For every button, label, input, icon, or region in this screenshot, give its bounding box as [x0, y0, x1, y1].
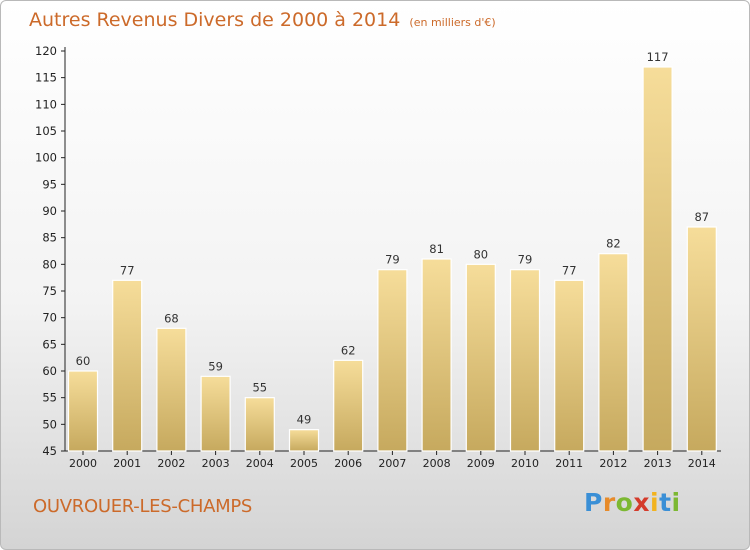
city-name: OUVROUER-LES-CHAMPS	[33, 496, 253, 517]
logo-letter: t	[659, 488, 672, 517]
y-tick-label: 45	[42, 444, 57, 458]
bar	[686, 226, 717, 452]
x-tick-label: 2007	[378, 457, 406, 470]
y-tick-label: 105	[35, 124, 57, 138]
y-tick-label: 90	[42, 204, 57, 218]
y-tick-label: 120	[35, 44, 57, 58]
bar	[642, 66, 673, 452]
logo-letter: i	[650, 488, 660, 517]
data-label: 62	[341, 343, 356, 357]
y-tick-label: 50	[42, 417, 57, 431]
proxiti-logo[interactable]: Proxiti	[584, 488, 681, 517]
y-tick-label: 95	[42, 177, 57, 191]
data-label: 79	[385, 253, 400, 267]
x-tick-label: 2002	[157, 457, 185, 470]
x-tick-label: 2000	[69, 457, 97, 470]
data-label: 59	[208, 359, 223, 373]
y-tick-label: 100	[35, 151, 57, 165]
x-tick-label: 2008	[423, 457, 451, 470]
data-label: 49	[297, 413, 312, 427]
bar	[333, 359, 364, 452]
y-tick-label: 115	[35, 71, 57, 85]
chart-title: Autres Revenus Divers de 2000 à 2014	[29, 9, 401, 31]
bar	[244, 397, 275, 452]
y-tick-label: 65	[42, 337, 57, 351]
y-tick-label: 85	[42, 231, 57, 245]
x-tick-label: 2013	[644, 457, 672, 470]
data-label: 117	[647, 50, 669, 64]
y-tick-label: 75	[42, 284, 57, 298]
x-tick-label: 2011	[555, 457, 583, 470]
x-tick-label: 2012	[599, 457, 627, 470]
y-tick-label: 60	[42, 364, 57, 378]
data-label: 55	[252, 381, 267, 395]
data-label: 60	[76, 354, 91, 368]
x-tick-label: 2010	[511, 457, 539, 470]
bar	[421, 258, 452, 452]
bar	[509, 269, 541, 452]
x-tick-label: 2003	[202, 457, 230, 470]
data-label: 77	[120, 263, 135, 277]
y-tick-label: 55	[42, 391, 57, 405]
data-label: 77	[562, 263, 577, 277]
bar	[377, 269, 408, 452]
data-label: 87	[694, 210, 709, 224]
data-label: 79	[518, 253, 533, 267]
y-tick-label: 110	[35, 97, 57, 111]
bar	[288, 429, 320, 452]
logo-letter: i	[671, 488, 681, 517]
x-tick-label: 2004	[246, 457, 274, 470]
data-label: 80	[473, 247, 488, 261]
bar	[156, 327, 187, 452]
logo-letter: x	[633, 488, 650, 517]
chart-title-block: Autres Revenus Divers de 2000 à 2014 (en…	[29, 9, 496, 31]
logo-letter: o	[615, 488, 634, 517]
x-tick-label: 2014	[688, 457, 716, 470]
bar	[67, 370, 99, 452]
data-label: 81	[429, 242, 444, 256]
y-tick-label: 70	[42, 311, 57, 325]
x-tick-label: 2005	[290, 457, 318, 470]
logo-letter: P	[584, 488, 603, 517]
bar	[112, 279, 143, 452]
x-tick-label: 2009	[467, 457, 495, 470]
logo-letter: r	[602, 488, 616, 517]
x-tick-label: 2006	[334, 457, 362, 470]
x-tick-label: 2001	[113, 457, 141, 470]
bar	[598, 253, 629, 452]
chart-subtitle: (en milliers d'€)	[409, 16, 496, 29]
y-tick-label: 80	[42, 257, 57, 271]
data-label: 82	[606, 237, 621, 251]
bar	[465, 263, 496, 452]
bar	[554, 279, 585, 452]
bar	[200, 375, 231, 452]
data-label: 68	[164, 311, 179, 325]
